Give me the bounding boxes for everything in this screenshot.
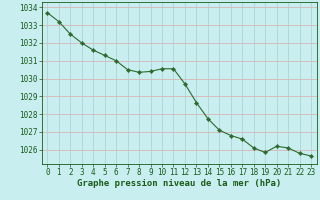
X-axis label: Graphe pression niveau de la mer (hPa): Graphe pression niveau de la mer (hPa) — [77, 179, 281, 188]
